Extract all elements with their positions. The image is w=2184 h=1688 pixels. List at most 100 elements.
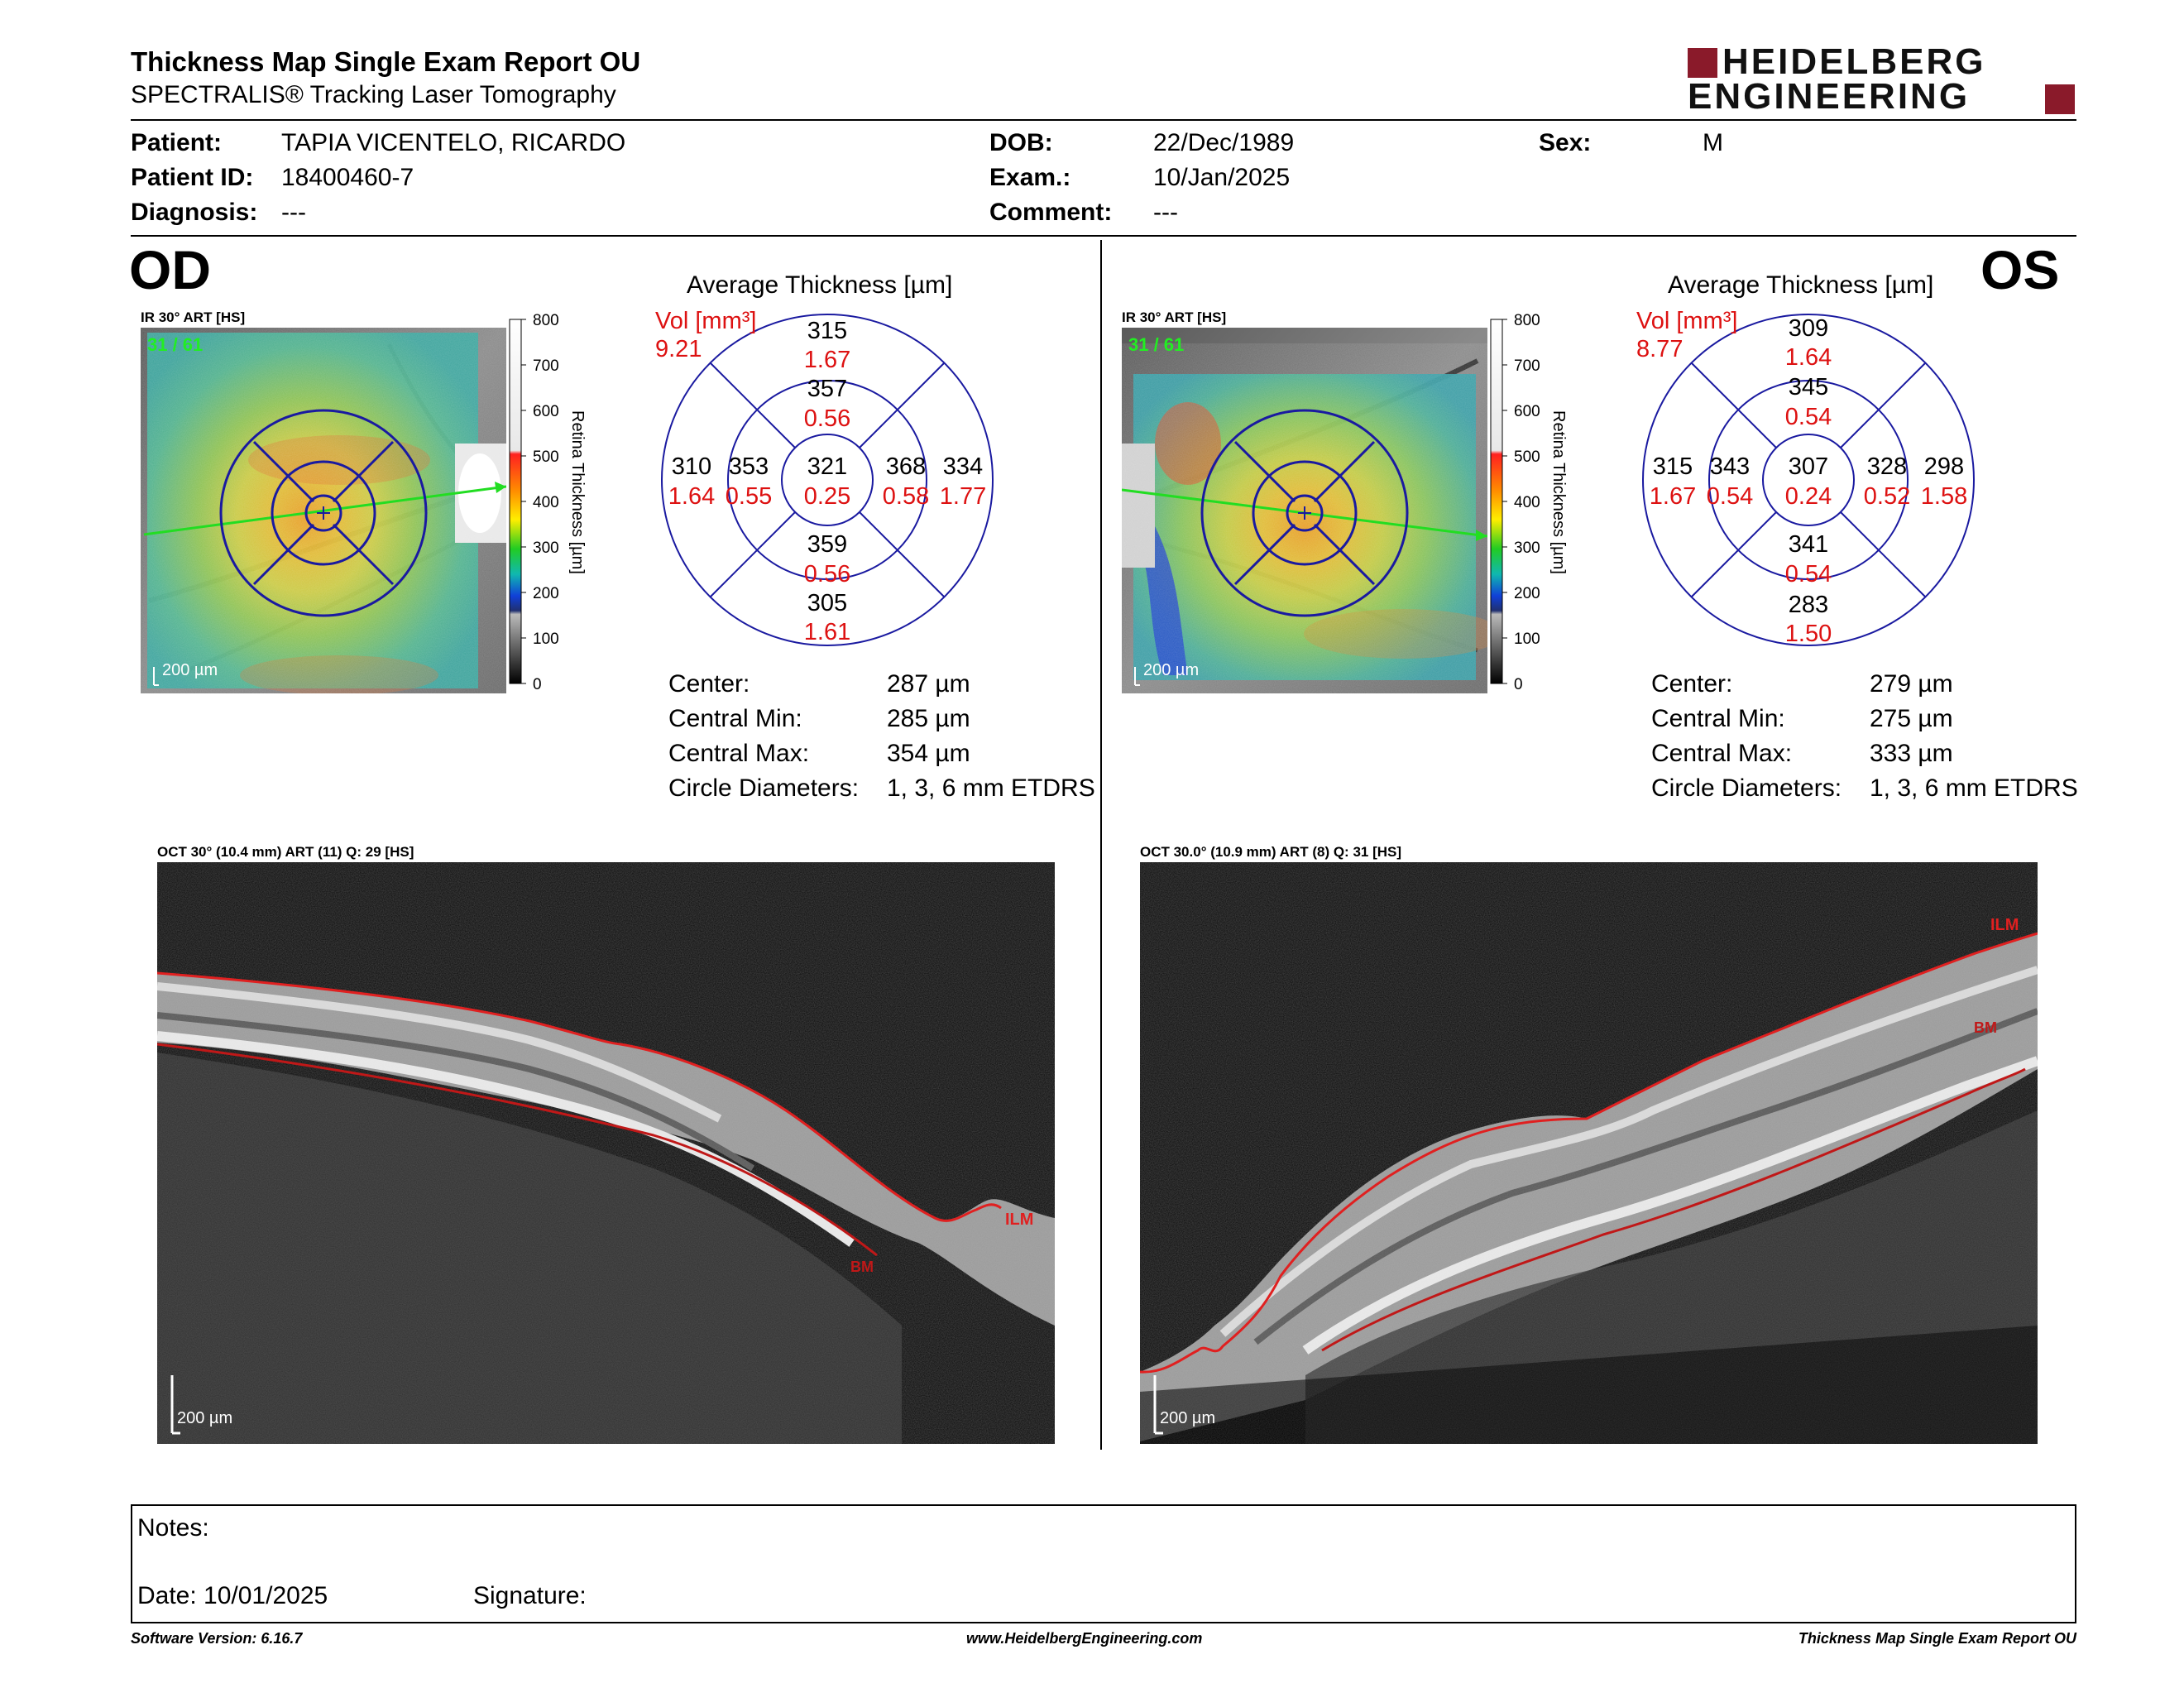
- notes-label: Notes:: [137, 1514, 209, 1542]
- os-min-value: 275 µm: [1870, 705, 1953, 732]
- od-etdrs-grid: 315 1.67 357 0.56 321 0.25 353 0.55 368 …: [645, 298, 1009, 662]
- os-inner-left-volume: 0.54: [1707, 483, 1753, 510]
- od-outer-sup-thickness: 315: [807, 318, 847, 344]
- od-center-label: Center:: [668, 670, 750, 698]
- os-cbar-tick: 0: [1514, 676, 1523, 692]
- od-inner-right-thickness: 368: [886, 453, 926, 480]
- header-divider: [131, 119, 2076, 121]
- os-outer-left-volume: 1.67: [1650, 483, 1696, 510]
- od-cbar-tick: 300: [533, 539, 559, 557]
- od-cbar-tick: 100: [533, 631, 559, 648]
- od-vol-value: 9.21: [655, 336, 702, 362]
- od-cbar-tick: 0: [533, 676, 542, 692]
- software-version: Software Version: 6.16.7: [131, 1630, 303, 1647]
- os-outer-right-volume: 1.58: [1921, 483, 1967, 510]
- os-center-volume: 0.24: [1785, 483, 1832, 510]
- os-min-label: Central Min:: [1651, 705, 1785, 732]
- od-cbar-tick: 200: [533, 585, 559, 602]
- os-inner-right-volume: 0.52: [1864, 483, 1910, 510]
- od-outer-inf-thickness: 305: [807, 590, 847, 616]
- od-oct-scale: 200 µm: [177, 1409, 232, 1427]
- os-diam-value: 1, 3, 6 mm ETDRS: [1870, 774, 2078, 802]
- os-cbar-tick: 200: [1514, 585, 1540, 602]
- os-eye-label: OS: [1980, 239, 2060, 300]
- os-center-label: Center:: [1651, 670, 1733, 698]
- os-outer-inf-thickness: 283: [1789, 592, 1828, 618]
- patient-value: TAPIA VICENTELO, RICARDO: [281, 129, 626, 156]
- os-oct-caption: OCT 30.0° (10.9 mm) ART (8) Q: 31 [HS]: [1140, 844, 1402, 860]
- od-colorbar: 800 700 600 500 400 300 200 100 0 Retina…: [508, 311, 599, 693]
- od-inner-sup-volume: 0.56: [804, 405, 850, 432]
- comment-value: ---: [1153, 199, 1178, 226]
- os-inner-sup-thickness: 345: [1789, 374, 1828, 400]
- od-ir-counter: 31 / 61: [147, 334, 203, 355]
- os-ir-counter: 31 / 61: [1128, 334, 1184, 355]
- od-outer-sup-volume: 1.67: [804, 347, 850, 373]
- od-inner-left-thickness: 353: [729, 453, 769, 480]
- os-vol-label: Vol [mm³]: [1636, 308, 1738, 334]
- od-cbar-tick: 700: [533, 357, 559, 375]
- patient-label: Patient:: [131, 129, 223, 156]
- os-outer-sup-volume: 1.64: [1785, 344, 1832, 371]
- os-center-value: 279 µm: [1870, 670, 1953, 698]
- os-max-label: Central Max:: [1651, 740, 1793, 767]
- os-cbar-tick: 400: [1514, 494, 1540, 511]
- os-thickness-map: 31 / 61 200 µm: [1121, 328, 1502, 693]
- heidelberg-logo: HEIDELBERG ENGINEERING: [1688, 41, 2076, 119]
- od-outer-left-thickness: 310: [672, 453, 711, 480]
- diagnosis-value: ---: [281, 199, 306, 226]
- od-ir-caption: IR 30° ART [HS]: [141, 309, 246, 325]
- comment-label: Comment:: [989, 199, 1113, 226]
- report-title: Thickness Map Single Exam Report OU: [131, 46, 641, 77]
- od-cbar-tick: 400: [533, 494, 559, 511]
- os-etdrs-grid: 309 1.64 345 0.54 307 0.24 343 0.54 328 …: [1626, 298, 1990, 662]
- sex-value: M: [1703, 129, 1723, 156]
- logo-line2: ENGINEERING: [1688, 76, 1971, 117]
- od-outer-right-volume: 1.77: [940, 483, 986, 510]
- od-center-value: 287 µm: [887, 670, 970, 698]
- os-ir-caption: IR 30° ART [HS]: [1122, 309, 1227, 325]
- od-diam-value: 1, 3, 6 mm ETDRS: [887, 774, 1095, 802]
- os-oct-bscan: ILM BM 200 µm: [1139, 862, 2039, 1444]
- os-cbar-tick: 600: [1514, 403, 1540, 420]
- os-max-value: 333 µm: [1870, 740, 1953, 767]
- os-cbar-title: Retina Thickness [µm]: [1549, 410, 1568, 574]
- os-bm-label: BM: [1974, 1019, 1997, 1036]
- od-diam-label: Circle Diameters:: [668, 774, 860, 802]
- od-bm-label: BM: [850, 1259, 874, 1275]
- os-inner-inf-volume: 0.54: [1785, 561, 1832, 587]
- od-avg-title: Average Thickness [µm]: [687, 271, 953, 299]
- eye-separator: [1100, 240, 1102, 1450]
- od-inner-left-volume: 0.55: [726, 483, 772, 510]
- od-center-thickness: 321: [807, 453, 847, 480]
- os-diam-label: Circle Diameters:: [1651, 774, 1842, 802]
- os-inner-sup-volume: 0.54: [1785, 404, 1832, 430]
- os-inner-left-thickness: 343: [1710, 453, 1750, 480]
- od-outer-left-volume: 1.64: [668, 483, 715, 510]
- od-cbar-title: Retina Thickness [µm]: [568, 410, 587, 574]
- report-subtitle: SPECTRALIS® Tracking Laser Tomography: [131, 81, 616, 108]
- exam-label: Exam.:: [989, 164, 1071, 191]
- os-cbar-tick: 100: [1514, 631, 1540, 648]
- footer-report-name: Thickness Map Single Exam Report OU: [1798, 1630, 2076, 1647]
- os-cbar-tick: 300: [1514, 539, 1540, 557]
- od-oct-bscan: ILM BM 200 µm: [156, 862, 1055, 1444]
- notes-box: Notes: Date: 10/01/2025 Signature:: [131, 1504, 2076, 1623]
- od-ilm-label: ILM: [1005, 1211, 1033, 1229]
- os-outer-sup-thickness: 309: [1789, 315, 1828, 342]
- od-inner-sup-thickness: 357: [807, 376, 847, 402]
- os-cbar-tick: 700: [1514, 357, 1540, 375]
- od-cbar-tick: 600: [533, 403, 559, 420]
- os-outer-left-thickness: 315: [1653, 453, 1693, 480]
- website-link[interactable]: www.HeidelbergEngineering.com: [966, 1630, 1203, 1647]
- os-colorbar: 800 700 600 500 400 300 200 100 0 Retina…: [1489, 311, 1580, 693]
- sex-label: Sex:: [1539, 129, 1592, 156]
- od-min-label: Central Min:: [668, 705, 802, 732]
- od-inner-right-volume: 0.58: [883, 483, 929, 510]
- od-max-label: Central Max:: [668, 740, 810, 767]
- logo-line1: HEIDELBERG: [1722, 41, 1986, 82]
- od-min-value: 285 µm: [887, 705, 970, 732]
- diagnosis-label: Diagnosis:: [131, 199, 258, 226]
- os-inner-right-thickness: 328: [1867, 453, 1907, 480]
- od-max-value: 354 µm: [887, 740, 970, 767]
